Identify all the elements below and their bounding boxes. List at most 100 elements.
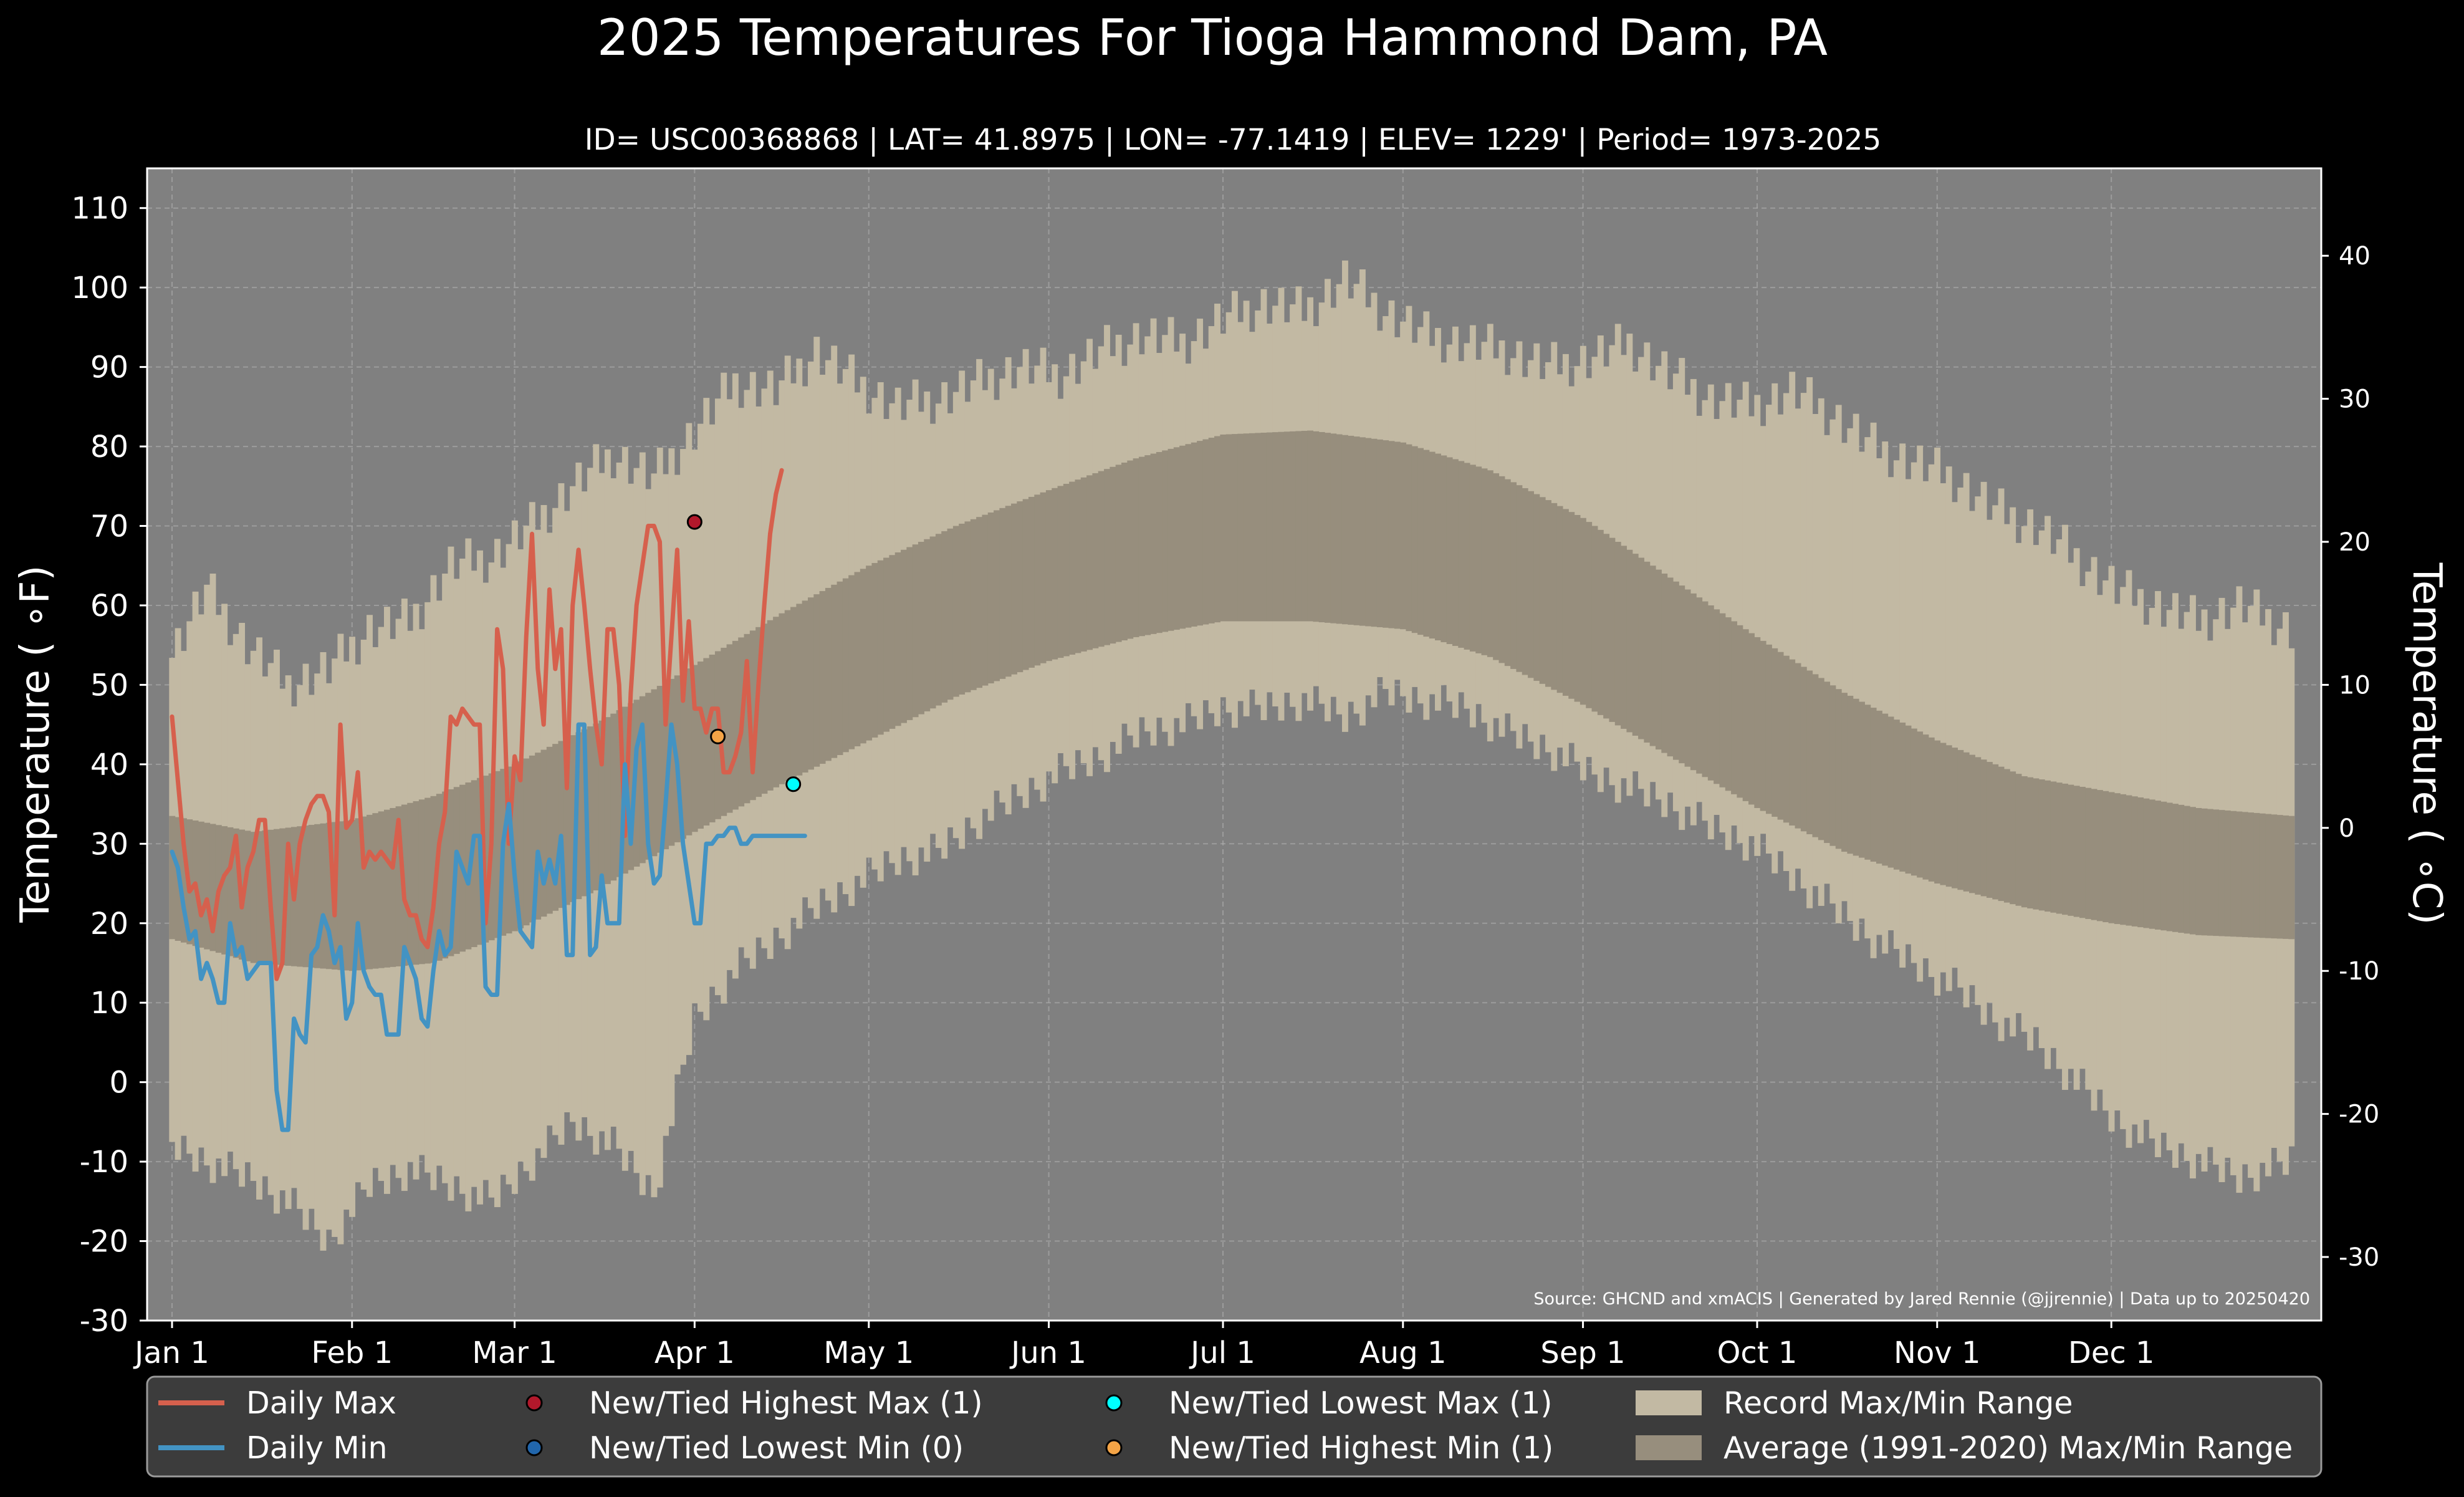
normal-range-bar (1411, 446, 1418, 633)
normal-range-bar (802, 600, 808, 773)
normal-range-bar (2126, 795, 2132, 926)
normal-range-bar (1005, 506, 1012, 677)
normal-range-bar (1510, 482, 1517, 669)
record-range-bar (1910, 462, 1917, 963)
normal-range-bar (1110, 466, 1116, 644)
normal-range-bar (616, 710, 623, 877)
normal-range-bar (1232, 434, 1238, 622)
normal-range-bar (1986, 762, 1993, 898)
normal-range-bar (1307, 430, 1314, 622)
normal-range-bar (367, 814, 373, 970)
legend-label: New/Tied Highest Max (1) (589, 1385, 983, 1421)
normal-range-bar (1371, 438, 1378, 627)
normal-range-bar (2079, 786, 2086, 918)
normal-range-bar (1917, 731, 1924, 878)
normal-range-bar (308, 824, 315, 968)
normal-range-bar (1080, 477, 1087, 652)
normal-range-bar (2224, 810, 2231, 936)
normal-range-bar (1905, 725, 1912, 874)
normal-range-bar (1011, 503, 1017, 675)
normal-range-bar (395, 806, 402, 966)
normal-range-bar (424, 797, 431, 964)
normal-range-bar (430, 796, 437, 963)
normal-range-bar (1179, 445, 1186, 629)
record-range-bar (1893, 460, 1900, 949)
normal-range-bar (2114, 793, 2121, 925)
normal-range-bar (854, 572, 861, 746)
normal-range-bar (169, 816, 176, 940)
normal-range-bar (325, 822, 332, 970)
x-tick-label: Dec 1 (2068, 1336, 2155, 1370)
normal-range-bar (1551, 503, 1558, 690)
legend-item: Daily Min (158, 1430, 388, 1466)
normal-range-bar (221, 826, 228, 955)
normal-range-bar (1800, 667, 1807, 832)
record-range-bar (1795, 408, 1801, 869)
record-range-bar (1748, 416, 1755, 837)
normal-range-bar (2166, 802, 2173, 931)
record-range-bar (1771, 383, 1778, 874)
normal-range-bar (726, 644, 733, 813)
record-point-new-tied-highest-min (710, 728, 726, 744)
record-range-bar (1870, 422, 1877, 958)
record-range-bar (1783, 393, 1790, 872)
normal-range-bar (1934, 740, 1941, 884)
normal-range-bar (1318, 431, 1325, 623)
normal-range-bar (871, 562, 878, 738)
normal-range-bar (2265, 814, 2271, 938)
y-tick-label: 40 (90, 748, 128, 782)
normal-range-bar (912, 544, 919, 718)
normal-range-bar (1621, 546, 1627, 729)
normal-range-bar (2184, 806, 2190, 934)
normal-range-bar (1626, 549, 1633, 733)
legend-item: Record Max/Min Range (1636, 1385, 2073, 1421)
normal-range-bar (1446, 457, 1453, 644)
normal-range-bar (1098, 471, 1105, 647)
record-range-bar (1725, 383, 1732, 850)
normal-range-bar (494, 771, 501, 938)
normal-range-bar (1255, 433, 1262, 622)
normal-range-bar (1487, 470, 1493, 657)
normal-range-bar (407, 802, 414, 966)
normal-range-bar (180, 818, 187, 943)
normal-range-bar (761, 623, 768, 794)
normal-range-bar (535, 753, 542, 920)
normal-range-bar (570, 735, 576, 902)
normal-range-bar (831, 584, 838, 758)
record-range-bar (1998, 488, 2005, 1041)
normal-range-bar (2276, 815, 2283, 939)
normal-range-bar (1644, 561, 1651, 743)
legend-label: Average (1991-2020) Max/Min Range (1723, 1430, 2293, 1466)
normal-range-bar (1754, 637, 1761, 808)
normal-range-bar (2091, 789, 2097, 920)
x-tick-label: Feb 1 (311, 1336, 393, 1370)
normal-range-bar (1225, 434, 1232, 622)
y2-tick-label: 30 (2339, 385, 2371, 414)
record-point-new-tied-highest-max (686, 514, 702, 530)
normal-range-bar (1173, 447, 1180, 630)
legend-swatch-dot (525, 1439, 543, 1456)
normal-range-bar (906, 547, 913, 720)
record-range-bar (1824, 435, 1831, 884)
record-range-bar (1806, 377, 1813, 908)
normal-range-bar (1597, 529, 1604, 715)
normal-range-bar (1057, 486, 1064, 658)
normal-range-bar (680, 671, 686, 839)
normal-range-bar (964, 521, 971, 693)
normal-range-bar (1325, 433, 1331, 623)
normal-range-bar (1075, 479, 1081, 653)
normal-range-bar (2236, 811, 2243, 937)
normal-range-bar (1945, 745, 1952, 887)
normal-range-bar (1975, 757, 1982, 895)
record-range-bar (1829, 419, 1836, 904)
normal-range-bar (1295, 431, 1302, 622)
plot-area (147, 168, 2321, 1321)
normal-range-bar (1725, 617, 1732, 791)
normal-range-bar (987, 513, 994, 684)
normal-range-bar (784, 610, 791, 782)
normal-range-bar (749, 630, 756, 801)
normal-range-bar (1922, 734, 1929, 880)
normal-range-bar (297, 826, 304, 967)
normal-range-bar (1556, 506, 1563, 693)
